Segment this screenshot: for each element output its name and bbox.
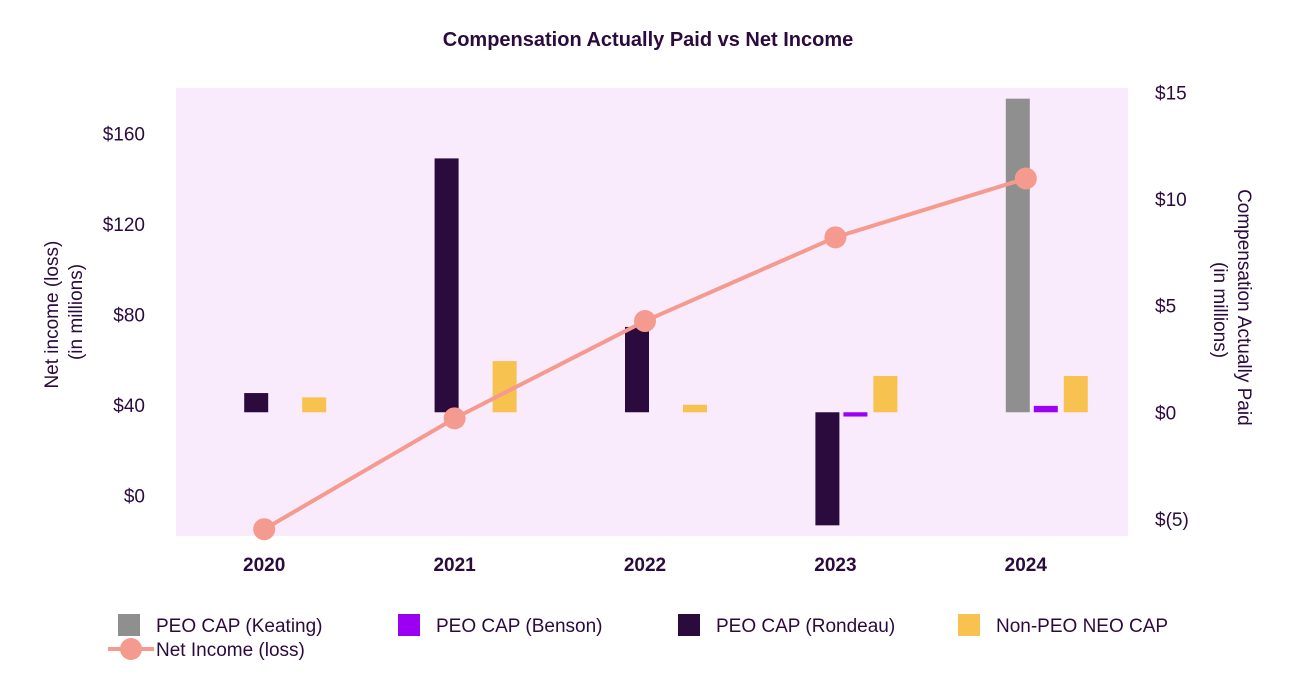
left-tick-label: $40 <box>113 396 145 417</box>
right-axis-ticks: $(5) $0 $5 $10 $15 <box>1155 83 1189 531</box>
bar-peo-cap-benson-2023 <box>843 412 868 417</box>
legend-swatch-peo-cap-keating <box>118 614 140 636</box>
bar-series <box>244 98 1088 526</box>
category-labels: 2020 2021 2022 2023 2024 <box>243 555 1047 576</box>
left-tick-label: $160 <box>103 124 145 145</box>
net-income-point-2022 <box>634 310 656 333</box>
left-axis-label: Net income (loss) (in millions) <box>42 235 87 388</box>
bar-peo-cap-rondeau-2023 <box>815 412 840 526</box>
left-axis-label-line1: Net income (loss) <box>42 241 63 389</box>
right-tick-label: $(5) <box>1155 510 1189 531</box>
bar-peo-cap-keating-2024 <box>1005 98 1030 413</box>
category-label: 2021 <box>433 555 476 576</box>
category-label: 2024 <box>1005 555 1048 576</box>
right-axis-label: Compensation Actually Paid (in millions) <box>1209 189 1254 431</box>
legend-item-peo-cap-keating: PEO CAP (Keating) <box>118 614 323 637</box>
plot-background <box>176 88 1128 536</box>
right-tick-label: $0 <box>1155 403 1176 424</box>
bar-non-peo-neo-cap-2022 <box>683 404 707 413</box>
bar-peo-cap-rondeau-2020 <box>244 393 269 413</box>
chart-title: Compensation Actually Paid vs Net Income <box>443 29 853 51</box>
net-income-point-2024 <box>1014 167 1037 190</box>
left-axis-ticks: $0 $40 $80 $120 $160 <box>103 124 145 507</box>
legend-swatch-non-peo-neo-cap <box>958 614 980 636</box>
right-axis-label-line2: (in millions) <box>1209 262 1230 358</box>
bar-peo-cap-benson-2024 <box>1033 405 1058 413</box>
net-income-point-2020 <box>253 518 276 541</box>
legend-item-net-income-loss: Net Income (loss) <box>108 638 305 661</box>
category-label: 2023 <box>814 555 856 576</box>
bar-non-peo-neo-cap-2021 <box>492 361 517 413</box>
right-tick-label: $15 <box>1155 83 1187 104</box>
net-income-line <box>253 167 1037 541</box>
bar-peo-cap-rondeau-2021 <box>434 158 459 413</box>
category-label: 2020 <box>243 555 285 576</box>
legend-label: PEO CAP (Keating) <box>156 616 323 637</box>
category-label: 2022 <box>624 555 666 576</box>
left-tick-label: $0 <box>124 486 145 507</box>
right-axis-label-line1: Compensation Actually Paid <box>1233 189 1254 426</box>
legend: PEO CAP (Keating) PEO CAP (Benson) PEO CAP… <box>108 614 1168 661</box>
bar-non-peo-neo-cap-2020 <box>302 397 327 413</box>
right-tick-label: $5 <box>1155 297 1176 318</box>
legend-label: Net Income (loss) <box>156 640 305 661</box>
left-axis-label-line2: (in millions) <box>66 264 87 360</box>
bar-non-peo-neo-cap-2023 <box>873 376 898 413</box>
legend-item-non-peo-neo-cap: Non-PEO NEO CAP <box>958 614 1168 637</box>
legend-item-peo-cap-rondeau: PEO CAP (Rondeau) <box>678 614 895 637</box>
bar-peo-cap-rondeau-2022 <box>625 326 649 413</box>
legend-label: PEO CAP (Rondeau) <box>716 616 895 637</box>
legend-label: Non-PEO NEO CAP <box>996 616 1168 637</box>
net-income-point-2021 <box>443 407 466 430</box>
net-income-point-2023 <box>824 226 847 249</box>
legend-item-peo-cap-benson: PEO CAP (Benson) <box>398 614 603 637</box>
legend-label: PEO CAP (Benson) <box>436 616 603 637</box>
left-tick-label: $80 <box>113 305 145 326</box>
right-tick-label: $10 <box>1155 190 1187 211</box>
legend-swatch-peo-cap-benson <box>398 614 420 636</box>
legend-marker-net-income-loss <box>120 638 142 660</box>
legend-swatch-peo-cap-rondeau <box>678 614 700 636</box>
bar-non-peo-neo-cap-2024 <box>1063 376 1088 413</box>
left-tick-label: $120 <box>103 215 145 236</box>
